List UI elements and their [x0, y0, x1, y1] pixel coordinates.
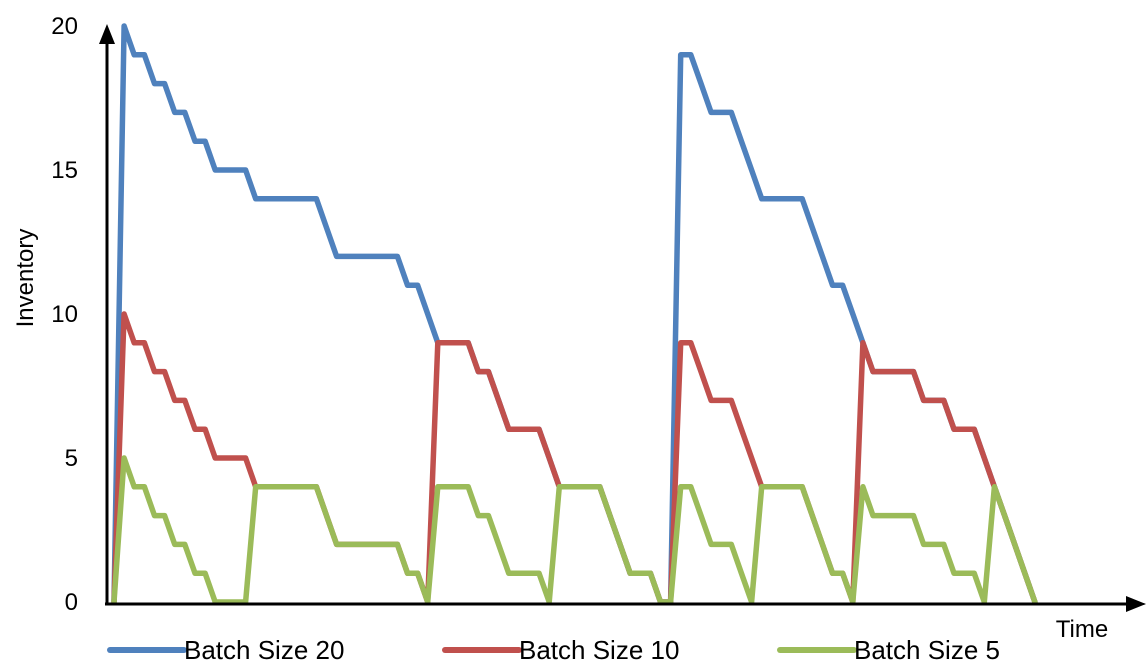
axes-layer [99, 24, 1146, 612]
series-layer [111, 23, 1038, 605]
y-tick-label: 0 [65, 589, 78, 616]
legend-label-2: Batch Size 10 [519, 635, 679, 665]
series-line-3 [111, 455, 1038, 605]
x-axis-arrow [1126, 596, 1146, 612]
legend: Batch Size 20 Batch Size 10 Batch Size 5 [107, 635, 1000, 665]
y-tick-label: 20 [51, 13, 78, 40]
legend-label-3: Batch Size 5 [854, 635, 1000, 665]
y-tick-label: 15 [51, 157, 78, 184]
y-axis-arrow [99, 24, 115, 44]
y-tick-label: 5 [65, 445, 78, 472]
x-axis-title: Time [1056, 616, 1108, 643]
y-tick-label: 10 [51, 301, 78, 328]
y-axis-title: Inventory [12, 229, 39, 328]
legend-label-1: Batch Size 20 [184, 635, 344, 665]
y-tick-labels: 0 5 10 15 20 [51, 13, 78, 616]
